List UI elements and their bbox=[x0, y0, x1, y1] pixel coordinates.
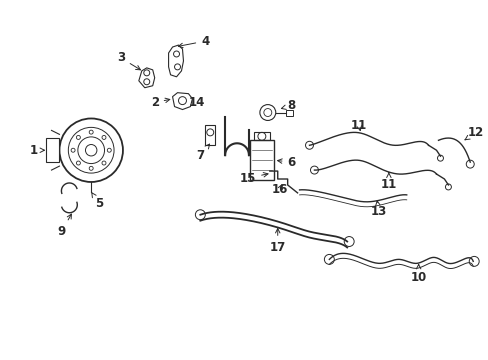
Text: 15: 15 bbox=[239, 171, 267, 185]
Text: 1: 1 bbox=[29, 144, 44, 157]
Text: 8: 8 bbox=[281, 99, 295, 112]
Text: 4: 4 bbox=[178, 35, 209, 48]
Text: 5: 5 bbox=[91, 192, 103, 210]
Text: 16: 16 bbox=[271, 184, 287, 197]
Polygon shape bbox=[139, 68, 154, 88]
Polygon shape bbox=[168, 45, 183, 77]
Bar bbox=[253, 132, 269, 140]
Text: 13: 13 bbox=[370, 201, 386, 218]
Text: 6: 6 bbox=[277, 156, 295, 168]
Text: 3: 3 bbox=[117, 51, 140, 70]
Bar bbox=[205, 125, 215, 145]
Text: 7: 7 bbox=[196, 144, 209, 162]
Text: 12: 12 bbox=[464, 126, 483, 140]
FancyBboxPatch shape bbox=[45, 138, 60, 162]
Polygon shape bbox=[172, 93, 192, 109]
Text: 14: 14 bbox=[189, 96, 205, 109]
Text: 11: 11 bbox=[350, 119, 366, 132]
Text: 2: 2 bbox=[150, 96, 169, 109]
Text: 10: 10 bbox=[410, 264, 426, 284]
Bar bbox=[285, 109, 292, 116]
Bar bbox=[249, 140, 273, 180]
Text: 17: 17 bbox=[269, 229, 285, 254]
Text: 11: 11 bbox=[380, 173, 396, 192]
Text: 9: 9 bbox=[57, 214, 71, 238]
